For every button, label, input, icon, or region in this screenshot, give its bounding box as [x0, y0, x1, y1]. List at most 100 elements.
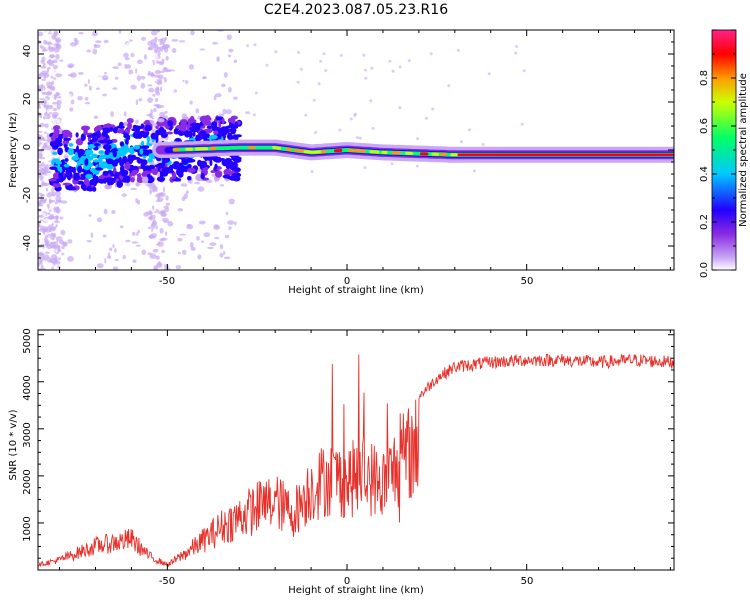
spectrogram-speckle	[48, 54, 56, 58]
spectrogram-speckle	[314, 131, 318, 134]
spectrogram-speckle	[56, 96, 62, 99]
spectrogram-blob	[132, 165, 139, 172]
spectrogram-speckle	[398, 65, 402, 69]
spectrogram-speckle	[155, 200, 163, 203]
spectrogram-speckle	[157, 74, 164, 80]
spectrogram-blob	[137, 157, 142, 164]
spectrogram-speckle	[147, 70, 151, 75]
spectrogram-speckle	[87, 79, 90, 84]
spectrogram-blob	[81, 125, 90, 131]
spectrogram-speckle	[229, 228, 236, 233]
spectrogram-speckle	[398, 106, 402, 110]
spectrogram-speckle	[168, 261, 172, 264]
spectrogram-speckle	[209, 242, 217, 247]
spectrogram-speckle	[177, 237, 183, 242]
spectrogram-blob	[192, 131, 196, 137]
spectrogram-blob	[104, 139, 113, 145]
spectrogram-speckle	[222, 108, 227, 115]
spectrogram-speckle	[106, 67, 111, 71]
spectrogram-speckle	[48, 205, 54, 211]
spectrogram-speckle	[356, 136, 359, 140]
spectrogram-speckle	[92, 48, 98, 55]
spectrogram-speckle	[95, 81, 100, 87]
spectrogram-ridge-peak	[369, 150, 380, 154]
spectrogram-speckle	[160, 52, 164, 58]
spectrogram-speckle	[338, 128, 342, 132]
spectrogram-speckle	[55, 207, 61, 214]
spectrogram-blob	[74, 173, 79, 179]
spectrogram-speckle	[153, 267, 158, 270]
spectrogram-speckle	[150, 109, 154, 115]
spectrogram-speckle	[39, 212, 42, 216]
spectrogram-speckle	[159, 111, 166, 118]
spectrogram-speckle	[134, 81, 142, 87]
spectrogram-blob	[117, 129, 122, 134]
spectrogram-speckle	[447, 84, 451, 88]
spectrogram-speckle	[163, 44, 171, 49]
spectrogram-blob	[181, 158, 189, 165]
spectrogram-speckle	[55, 215, 59, 219]
spectrogram-speckle	[215, 186, 222, 190]
spectrogram-speckle	[225, 109, 232, 115]
spectrogram-blob	[116, 125, 125, 129]
spectrogram-speckle	[61, 245, 65, 249]
spectrogram-speckle	[416, 137, 419, 141]
colorbar-ticks	[712, 29, 736, 271]
spectrogram-speckle	[44, 264, 50, 267]
spectrogram-speckle	[49, 233, 56, 240]
spec-ylabel: Frequency (Hz)	[8, 112, 19, 188]
spectrogram-speckle	[96, 263, 104, 269]
spectrogram-speckle	[38, 118, 41, 124]
spectrogram-blob	[161, 160, 166, 167]
spectrogram-speckle	[246, 44, 250, 48]
spectrogram-speckle	[110, 111, 114, 117]
spectrogram-blob	[99, 161, 108, 169]
spectrogram-speckle	[369, 99, 373, 103]
spectrogram-speckle	[162, 186, 165, 193]
spectrogram-speckle	[152, 239, 159, 245]
spectrogram-speckle	[156, 79, 163, 82]
spectrogram-speckle	[141, 36, 146, 41]
spectrogram-speckle	[148, 47, 152, 50]
spec-xtick-0: 0	[344, 276, 350, 287]
spectrogram-speckle	[107, 252, 111, 258]
spectrogram-speckle	[157, 51, 161, 57]
spectrogram-speckle	[234, 221, 237, 226]
spectrogram-speckle	[371, 126, 375, 130]
spectrogram-blob	[221, 117, 225, 125]
spectrogram-speckle	[171, 39, 179, 42]
spectrogram-speckle	[175, 265, 182, 270]
spectrogram-blob	[110, 178, 117, 184]
spectrogram-speckle	[65, 72, 69, 78]
spectrogram-speckle	[481, 143, 485, 146]
spectrogram-speckle	[44, 251, 51, 254]
spectrogram-speckle	[95, 40, 102, 44]
snr-marks	[38, 353, 674, 568]
spectrogram-blob	[179, 127, 187, 132]
spectrogram-speckle	[49, 241, 53, 245]
spectrogram-speckle	[162, 67, 169, 72]
spectrogram-speckle	[151, 55, 159, 59]
spectrogram-blob	[143, 121, 151, 125]
spectrogram-speckle	[125, 64, 131, 69]
spectrogram-speckle	[45, 230, 52, 233]
spectrogram-speckle	[119, 196, 126, 203]
spectrogram-speckle	[90, 232, 94, 239]
spectrogram-speckle	[161, 250, 166, 253]
spectrogram-speckle	[391, 69, 395, 73]
spectrogram-speckle	[59, 115, 67, 119]
spectrogram-speckle	[70, 42, 77, 47]
spectrogram-speckle	[59, 216, 64, 220]
spec-ytick-20: 20	[22, 93, 33, 106]
spectrogram-speckle	[42, 229, 45, 234]
spectrogram-blob	[63, 163, 70, 168]
spectrogram-blob	[142, 176, 149, 184]
spectrogram-blob	[67, 148, 75, 156]
spectrogram-blob	[187, 175, 192, 181]
snr-ylabel: SNR (10 * v/v)	[8, 409, 19, 480]
spectrogram-blob	[106, 177, 112, 181]
spectrogram-speckle	[38, 215, 44, 218]
spectrogram-speckle	[214, 93, 222, 98]
spectrogram-speckle	[228, 87, 232, 93]
spectrogram-speckle	[159, 41, 163, 46]
